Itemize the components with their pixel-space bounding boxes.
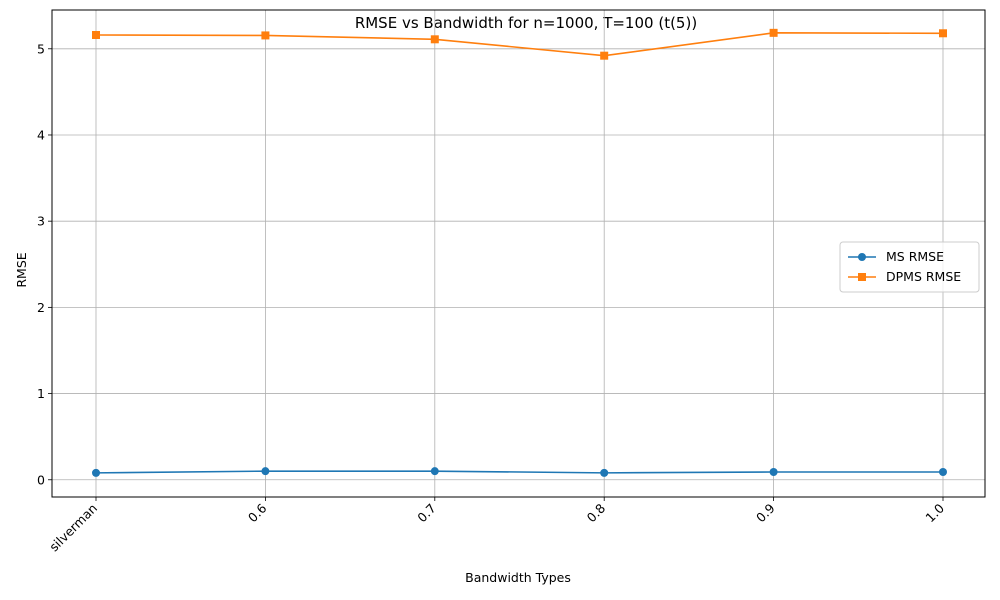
y-axis-label: RMSE (14, 252, 29, 287)
data-point-dpms (261, 31, 270, 40)
data-point-ms (939, 468, 947, 477)
data-point-dpms (769, 28, 778, 37)
y-axis-ticks: 0 1 2 3 4 5 (37, 41, 52, 487)
data-point-dpms (600, 51, 609, 60)
legend-marker-ms (858, 253, 866, 261)
x-axis-label: Bandwidth Types (465, 570, 571, 585)
x-axis-ticks: silverman 0.6 0.7 0.8 0.9 1.0 (46, 497, 947, 554)
x-tick-label: 0.7 (414, 501, 439, 526)
plot-frame (51, 9, 986, 498)
data-point-dpms (92, 30, 100, 39)
x-tick-label: 0.6 (245, 500, 270, 525)
y-tick-label: 5 (37, 41, 45, 56)
x-tick-label: 1.0 (922, 500, 947, 525)
y-tick-label: 4 (37, 127, 45, 142)
y-tick-label: 2 (37, 300, 45, 315)
x-tick-label: 0.8 (584, 500, 609, 525)
y-tick-label: 0 (37, 472, 45, 487)
data-point-ms (261, 467, 270, 476)
series-layer (92, 28, 947, 477)
data-point-ms (600, 468, 609, 477)
data-point-dpms (939, 29, 947, 38)
data-point-ms (92, 468, 100, 477)
legend: MS RMSE DPMS RMSE (839, 241, 980, 293)
x-tick-label: silverman (46, 501, 100, 555)
chart-title: RMSE vs Bandwidth for n=1000, T=100 (t(5… (355, 14, 697, 32)
legend-label-ms: MS RMSE (886, 249, 944, 264)
legend-label-dpms: DPMS RMSE (886, 269, 961, 284)
data-point-dpms (430, 35, 439, 44)
y-tick-label: 3 (37, 214, 45, 229)
series-line-ms (95, 470, 943, 474)
legend-marker-dpms (858, 273, 866, 281)
legend-box (839, 241, 980, 293)
y-tick-label: 1 (37, 386, 45, 401)
data-point-ms (769, 468, 778, 477)
data-point-ms (430, 467, 439, 476)
x-tick-label: 0.9 (753, 500, 778, 525)
series-line-dpms (95, 32, 944, 57)
